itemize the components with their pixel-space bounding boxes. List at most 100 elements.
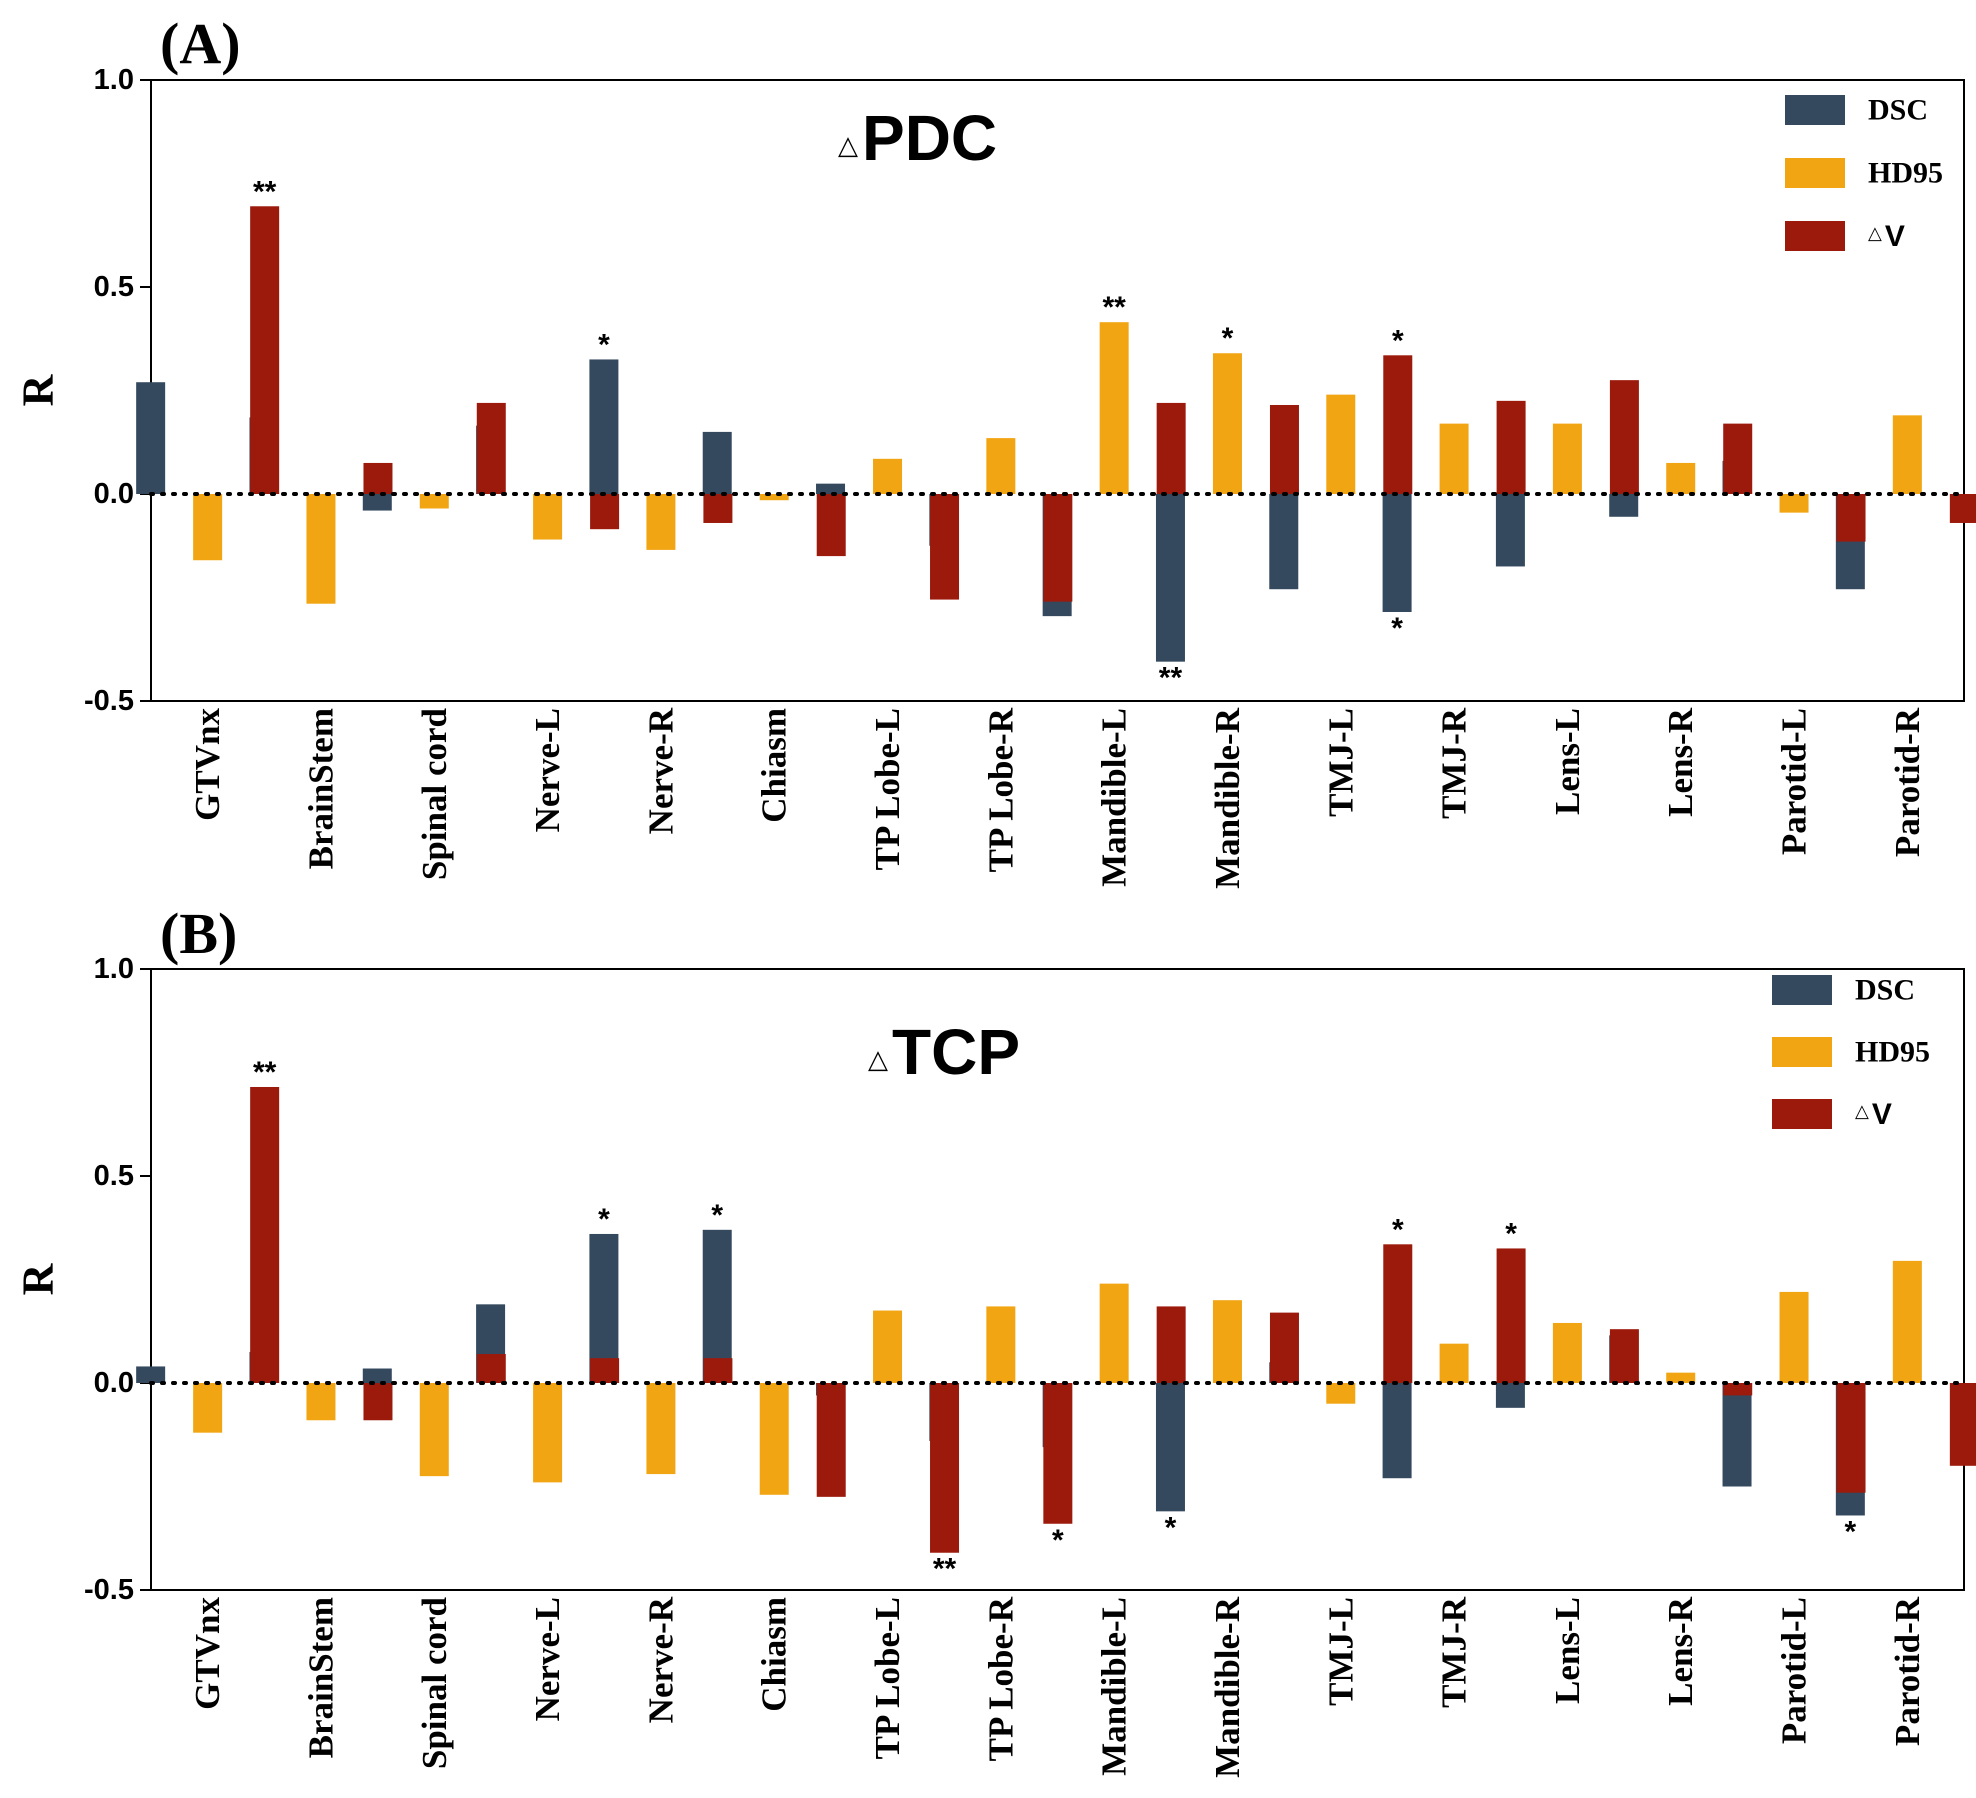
title-text: PDC — [862, 102, 997, 174]
significance-marker: * — [1052, 1524, 1064, 1557]
x-tick-label: Chiasm — [755, 708, 794, 823]
bar-dsc-gtvnx — [136, 382, 166, 494]
legend-label: HD95 — [1868, 157, 1943, 190]
bar-hd95-mandible-r — [1212, 1300, 1242, 1383]
x-tick-label: TP Lobe-L — [868, 1597, 907, 1759]
bar-dsc-lens-l — [1495, 494, 1525, 567]
y-tick-label: -0.5 — [84, 685, 134, 717]
bar-hd95-gtvnx — [193, 494, 223, 561]
x-tick-label: Lens-L — [1548, 708, 1587, 815]
panel-b: (B)R1.00.50.0-0.5△TCP* ** ******* *GTVnx Bra… — [14, 901, 1976, 1778]
bar-hd95-lens-r — [1666, 462, 1696, 494]
bar-dsc-gtvnx — [136, 1366, 166, 1383]
bar-delta-v-parotid-l — [1836, 494, 1866, 542]
significance-marker: * — [1391, 612, 1403, 645]
bar-delta-v-spinal-cord — [476, 402, 506, 494]
chart-title: △TCP — [868, 1016, 1020, 1088]
chart-title: △PDC — [838, 102, 997, 174]
bar-hd95-parotid-r — [1892, 415, 1922, 494]
bar-delta-v-lens-r — [1723, 1383, 1753, 1396]
bar-delta-v-chiasm — [816, 494, 846, 557]
legend-swatch — [1772, 1099, 1832, 1129]
bar-delta-v-tp-lobe-r — [1043, 1383, 1073, 1524]
bar-delta-v-mandible-l — [1156, 402, 1186, 494]
bar-hd95-tp-lobe-l — [873, 458, 903, 494]
significance-marker: * — [1505, 1217, 1517, 1250]
bar-hd95-lens-l — [1552, 1322, 1582, 1383]
x-tick-label: BrainStem — [301, 708, 340, 869]
bar-delta-v-nerve-l — [590, 1358, 620, 1383]
significance-marker: ** — [933, 1553, 957, 1586]
x-tick-label: TP Lobe-R — [981, 707, 1020, 872]
significance-marker: ** — [1102, 291, 1126, 324]
bar-delta-v-tp-lobe-r — [1043, 494, 1073, 602]
significance-marker: * — [598, 328, 610, 361]
bar-hd95-chiasm — [759, 1383, 789, 1495]
panel-a: (A)R1.00.50.0-0.5△PDC**********GTVnx Brai… — [14, 11, 1976, 889]
bar-delta-v-parotid-r — [1949, 1383, 1976, 1466]
title-delta-symbol: △ — [838, 130, 858, 160]
bar-hd95-lens-l — [1552, 423, 1582, 494]
y-axis-label: R — [14, 373, 63, 406]
legend-delta-symbol: △ — [1868, 223, 1882, 243]
bar-dsc-parotid-l — [1722, 1383, 1752, 1487]
x-tick-label: Parotid-L — [1775, 1597, 1814, 1744]
x-tick-label: Mandible-R — [1208, 1596, 1247, 1778]
bar-hd95-chiasm — [759, 494, 789, 501]
bar-hd95-gtvnx — [193, 1383, 223, 1433]
bar-hd95-parotid-r — [1892, 1260, 1922, 1383]
bar-delta-v-brainstem — [363, 462, 393, 494]
bar-dsc-tp-lobe-l — [816, 483, 846, 494]
plot-frame — [150, 968, 1965, 1591]
bar-dsc-lens-l — [1495, 1383, 1525, 1408]
bar-delta-v-mandible-r — [1269, 404, 1299, 494]
bar-delta-v-chiasm — [816, 1383, 846, 1497]
legend-swatch — [1772, 975, 1832, 1005]
x-tick-label: Nerve-L — [528, 1597, 567, 1721]
significance-marker: * — [1222, 322, 1234, 355]
bar-dsc-chiasm — [702, 1229, 732, 1383]
y-tick-label: 0.5 — [94, 271, 134, 303]
legend-label: DSC — [1868, 94, 1928, 127]
bar-dsc-chiasm — [702, 431, 732, 494]
bar-hd95-tmj-r — [1439, 1343, 1469, 1383]
x-tick-label: Lens-R — [1661, 707, 1700, 817]
bar-hd95-mandible-l — [1099, 1283, 1129, 1383]
bar-delta-v-tp-lobe-l — [930, 1383, 960, 1553]
y-axis-label: R — [14, 1262, 63, 1295]
bar-dsc-tmj-l — [1269, 494, 1299, 590]
x-tick-label: Mandible-L — [1095, 1597, 1134, 1776]
y-tick-label: 1.0 — [94, 64, 134, 96]
y-tick-label: 0.0 — [94, 1367, 134, 1399]
significance-marker: * — [1392, 324, 1404, 357]
bar-dsc-tmj-r — [1382, 1383, 1412, 1479]
bar-hd95-tmj-l — [1326, 394, 1356, 494]
x-tick-label: TP Lobe-L — [868, 708, 907, 870]
significance-marker: ** — [253, 1056, 277, 1089]
bar-hd95-lens-r — [1666, 1372, 1696, 1383]
bar-delta-v-tmj-l — [1383, 1244, 1413, 1383]
x-tick-label: TMJ-R — [1435, 707, 1474, 819]
x-tick-label: Parotid-L — [1775, 708, 1814, 855]
y-tick-label: 0.5 — [94, 1160, 134, 1192]
y-tick-label: -0.5 — [84, 1574, 134, 1606]
significance-marker: ** — [253, 175, 277, 208]
bar-dsc-tmj-r — [1382, 494, 1412, 612]
significance-marker: * — [1845, 1515, 1857, 1548]
bar-delta-v-mandible-l — [1156, 1306, 1186, 1383]
legend-delta-symbol: △ — [1855, 1101, 1869, 1121]
bar-delta-v-gtvnx — [250, 206, 280, 494]
bar-hd95-mandible-r — [1212, 353, 1242, 494]
significance-marker: * — [598, 1203, 610, 1236]
bar-delta-v-tmj-l — [1383, 355, 1413, 494]
x-tick-label: BrainStem — [301, 1597, 340, 1758]
x-tick-label: Mandible-L — [1095, 708, 1134, 887]
significance-marker: * — [1165, 1511, 1177, 1544]
bar-hd95-parotid-l — [1779, 1291, 1809, 1383]
legend-swatch — [1785, 221, 1845, 251]
bar-delta-v-lens-l — [1609, 380, 1639, 494]
bar-hd95-nerve-r — [646, 494, 676, 550]
panel-label: (B) — [160, 901, 237, 966]
y-tick-label: 1.0 — [94, 953, 134, 985]
